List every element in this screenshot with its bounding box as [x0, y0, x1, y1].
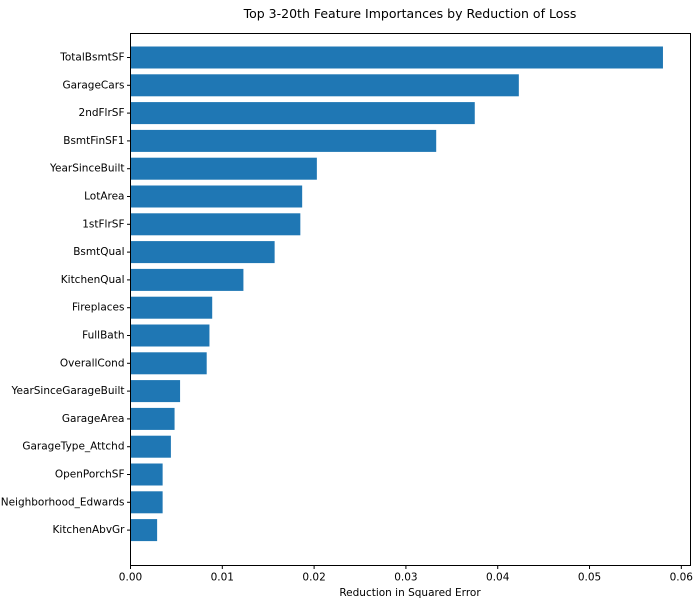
axes-frame — [130, 33, 691, 566]
y-tick-label: Neighborhood_Edwards — [1, 496, 125, 508]
y-axis-ticks: TotalBsmtSF GarageCars 2ndFlrSF BsmtFinSF1 Y… — [1, 52, 131, 536]
bar-2ndFlrSF — [130, 102, 475, 125]
bar-GarageType_Attchd — [130, 435, 171, 458]
x-tick-label: 0.01 — [211, 572, 234, 584]
y-tick-label: TotalBsmtSF — [59, 52, 124, 64]
y-tick-label: KitchenQual — [61, 274, 125, 286]
y-tick-label: BsmtQual — [73, 246, 124, 258]
bar-Fireplaces — [130, 296, 213, 319]
y-tick-label: Fireplaces — [72, 302, 124, 314]
x-tick-label: 0.04 — [486, 572, 510, 584]
bar-Neighborhood_Edwards — [130, 491, 163, 514]
y-tick-label: YearSinceGarageBuilt — [11, 385, 125, 397]
bar-YearSinceBuilt — [130, 157, 317, 180]
y-tick-label: GarageType_Attchd — [22, 441, 124, 453]
chart-title: Top 3-20th Feature Importances by Reduct… — [243, 6, 577, 21]
bar-LotArea — [130, 185, 303, 208]
y-tick-label: OpenPorchSF — [55, 469, 125, 481]
bar-KitchenAbvGr — [130, 519, 158, 542]
y-tick-label: OverallCond — [60, 357, 125, 369]
bar-1stFlrSF — [130, 213, 301, 236]
bar-GarageArea — [130, 407, 175, 430]
bar-BsmtFinSF1 — [130, 129, 437, 152]
x-tick-label: 0.03 — [394, 572, 417, 584]
bar-GarageCars — [130, 74, 519, 97]
y-tick-label: BsmtFinSF1 — [63, 135, 124, 147]
bar-OpenPorchSF — [130, 463, 163, 486]
bar-BsmtQual — [130, 241, 275, 264]
y-tick-label: YearSinceBuilt — [49, 163, 125, 175]
y-tick-label: KitchenAbvGr — [53, 524, 126, 536]
bar-FullBath — [130, 324, 210, 347]
bar-KitchenQual — [130, 268, 244, 291]
bar-YearSinceGarageBuilt — [130, 380, 181, 403]
y-tick-label: GarageCars — [62, 79, 124, 91]
x-tick-label: 0.06 — [670, 572, 694, 584]
bar-TotalBsmtSF — [130, 46, 663, 69]
x-axis-label: Reduction in Squared Error — [339, 587, 481, 599]
x-tick-label: 0.05 — [578, 572, 601, 584]
bars-layer — [130, 46, 663, 542]
y-tick-label: 1stFlrSF — [82, 218, 124, 230]
x-tick-label: 0.00 — [119, 572, 142, 584]
y-tick-label: 2ndFlrSF — [79, 107, 125, 119]
bar-OverallCond — [130, 352, 207, 375]
x-tick-label: 0.02 — [302, 572, 325, 584]
y-tick-label: LotArea — [84, 191, 124, 203]
y-tick-label: FullBath — [82, 330, 124, 342]
y-tick-label: GarageArea — [62, 413, 125, 425]
x-axis-ticks: 0.00 0.01 0.02 0.03 0.04 0.05 0.06 — [119, 565, 694, 584]
